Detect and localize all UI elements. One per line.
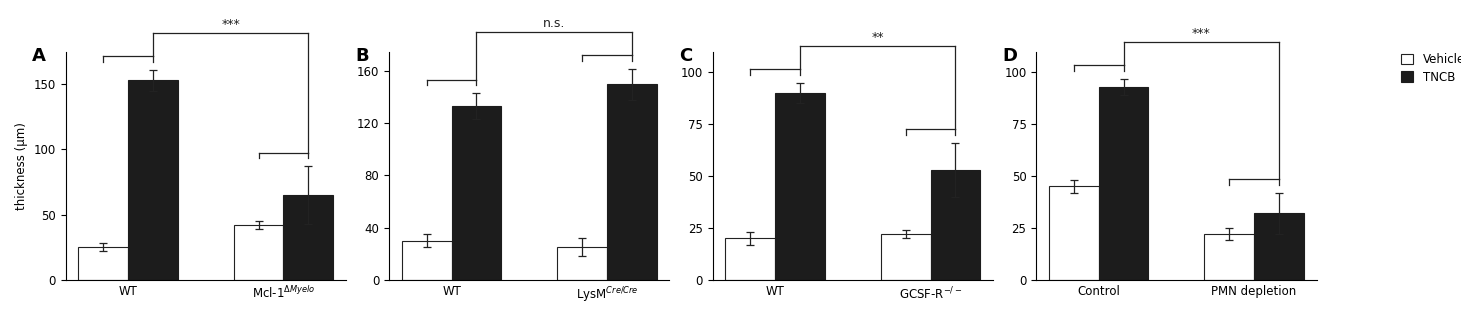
Bar [79,247,129,280]
Bar [1099,87,1148,280]
Bar [1049,187,1099,280]
Bar [1204,234,1254,280]
Text: C: C [679,47,693,65]
Text: ***: *** [221,18,240,31]
Text: **: ** [871,31,884,44]
Bar [881,234,931,280]
Bar [129,80,178,280]
Text: ***: *** [1192,27,1211,40]
Bar [776,93,825,280]
Y-axis label: thickness (μm): thickness (μm) [15,122,28,210]
Bar [606,84,656,280]
Legend: Vehicle, TNCB: Vehicle, TNCB [1401,53,1461,84]
Bar [557,247,606,280]
Bar [402,241,451,280]
Bar [451,106,501,280]
Text: D: D [1002,47,1017,65]
Text: B: B [355,47,370,65]
Bar [931,170,980,280]
Text: A: A [32,47,45,65]
Bar [234,225,283,280]
Bar [283,195,333,280]
Bar [725,238,776,280]
Bar [1254,213,1303,280]
Text: n.s.: n.s. [543,17,565,30]
